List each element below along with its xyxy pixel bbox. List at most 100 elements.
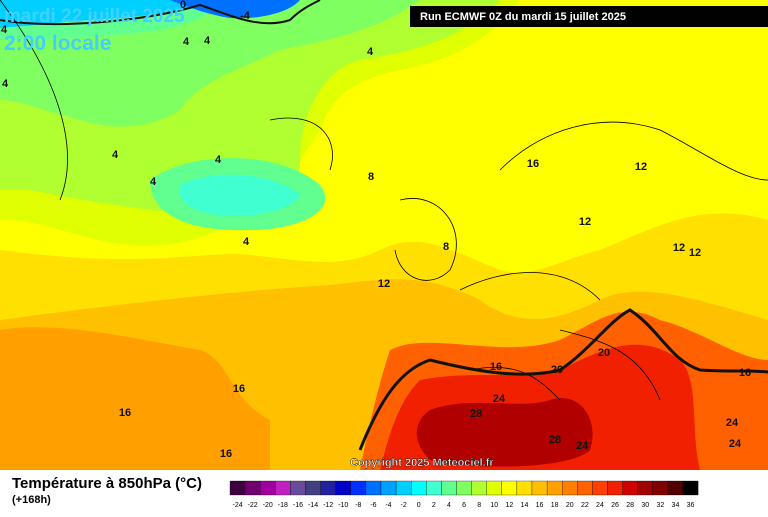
contour-label: 12 xyxy=(689,247,701,259)
colorbar-swatch xyxy=(652,480,669,496)
colorbar-tick-label: 24 xyxy=(596,502,604,509)
colorbar-swatch xyxy=(682,480,699,496)
colorbar-swatch xyxy=(577,480,593,496)
colorbar-swatch xyxy=(411,480,427,496)
map-time: 2:00 locale xyxy=(4,32,111,55)
contour-label: 24 xyxy=(493,393,506,405)
contour-label: 4 xyxy=(2,78,9,90)
colorbar-tick-label: -22 xyxy=(248,502,258,509)
colorbar-swatch xyxy=(335,480,351,496)
contour-label: 4 xyxy=(1,24,8,36)
contour-label: 4 xyxy=(367,46,374,58)
colorbar-swatch xyxy=(441,480,457,496)
colorbar-swatch xyxy=(380,480,397,496)
colorbar-swatch xyxy=(275,480,291,496)
contour-label: 8 xyxy=(368,171,374,183)
contour-label: 28 xyxy=(549,434,561,446)
colorbar-swatch xyxy=(622,480,638,496)
colorbar-tick-label: 32 xyxy=(656,502,664,509)
contour-label: 16 xyxy=(119,407,131,419)
colorbar-tick-label: -6 xyxy=(370,502,376,509)
contour-label: 4 xyxy=(243,236,250,248)
colorbar-tick-label: 26 xyxy=(611,502,619,509)
colorbar-swatch xyxy=(516,480,533,496)
contour-label: 12 xyxy=(579,216,591,228)
contour-label: 4 xyxy=(215,154,222,166)
run-info: Run ECMWF 0Z du mardi 15 juillet 2025 xyxy=(420,11,626,23)
contour-label: 16 xyxy=(527,158,539,170)
colorbar-swatch xyxy=(486,480,502,496)
colorbar-swatch xyxy=(637,480,653,496)
contour-label: 20 xyxy=(551,364,563,376)
colorbar-tick-label: -14 xyxy=(308,502,318,509)
colorbar-tick-label: 34 xyxy=(672,502,680,509)
contour-label: 16 xyxy=(233,383,245,395)
contour-label: 28 xyxy=(470,408,482,420)
contour-label: 20 xyxy=(598,347,610,359)
colorbar-tick-label: -18 xyxy=(278,502,288,509)
colorbar-tick-label: -16 xyxy=(293,502,303,509)
colorbar-swatch xyxy=(305,480,321,496)
colorbar-tick-label: 4 xyxy=(447,502,451,509)
colorbar-swatch xyxy=(229,480,246,496)
contour-label: 12 xyxy=(378,278,390,290)
contour-label: 4 xyxy=(150,176,157,188)
colorbar-swatch xyxy=(667,480,684,496)
contour-label: 8 xyxy=(443,241,449,253)
contour-label: -4 xyxy=(240,10,251,22)
legend-title: Température à 850hPa (°C) xyxy=(12,475,202,492)
colorbar-swatch xyxy=(244,480,261,496)
colorbar-tick-label: 8 xyxy=(477,502,481,509)
colorbar-swatch xyxy=(562,480,578,496)
colorbar-swatch xyxy=(426,480,442,496)
colorbar-tick-label: 6 xyxy=(462,502,466,509)
map-date: mardi 22 juillet 2025 xyxy=(4,6,185,27)
legend-lead: (+168h) xyxy=(12,494,51,506)
colorbar-tick-label: 2 xyxy=(432,502,436,509)
colorbar-tick-label: 20 xyxy=(566,502,574,509)
contour-label: 24 xyxy=(576,440,589,452)
colorbar-swatch xyxy=(290,480,306,496)
temperature-field xyxy=(0,0,768,470)
colorbar-swatch xyxy=(607,480,623,496)
colorbar-tick-label: 14 xyxy=(521,502,529,509)
colorbar-swatch xyxy=(592,480,608,496)
colorbar-tick-label: 18 xyxy=(551,502,559,509)
colorbar-tick-label: -20 xyxy=(263,502,273,509)
run-box xyxy=(410,6,768,27)
colorbar-tick-label: 16 xyxy=(536,502,544,509)
contour-label: 16 xyxy=(739,367,751,379)
contour-label: 12 xyxy=(635,161,647,173)
colorbar-swatch xyxy=(456,480,472,496)
colorbar-tick-label: 0 xyxy=(417,502,421,509)
contour-label: 24 xyxy=(729,438,742,450)
colorbar-tick-label: 36 xyxy=(687,502,695,509)
colorbar-tick-label: 10 xyxy=(490,502,498,509)
colorbar-swatch xyxy=(260,480,276,496)
colorbar-swatch xyxy=(350,480,367,496)
colorbar-tick-label: -2 xyxy=(401,502,407,509)
colorbar-tick-label: -12 xyxy=(323,502,333,509)
copyright: Copyright 2025 Meteociel.fr xyxy=(350,457,494,469)
contour-label: 4 xyxy=(112,149,119,161)
colorbar-swatch xyxy=(395,480,412,496)
colorbar-swatch xyxy=(320,480,336,496)
colorbar-tick-label: -10 xyxy=(338,502,348,509)
colorbar-tick-label: 30 xyxy=(641,502,649,509)
colorbar-tick-label: 12 xyxy=(505,502,513,509)
colorbar-swatch xyxy=(546,480,563,496)
colorbar-swatch xyxy=(365,480,382,496)
contour-labels: 0 -4 4 4 4 4 4 4 4 4 4 8 8 12 16 12 12 12 12 16 20 20 16 24 28 28… xyxy=(1,0,751,460)
colorbar-swatch xyxy=(471,480,487,496)
colorbar-tick-label: 22 xyxy=(581,502,589,509)
colorbar-tick-label: -24 xyxy=(232,502,242,509)
contour-label: 12 xyxy=(673,242,685,254)
contour-label: 0 xyxy=(180,0,186,11)
colorbar-swatch xyxy=(501,480,518,496)
contour-label: 16 xyxy=(490,361,502,373)
colorbar-swatch xyxy=(531,480,548,496)
contour-label: 24 xyxy=(726,417,739,429)
colorbar-tick-label: -4 xyxy=(385,502,391,509)
contour-label: 4 xyxy=(183,36,190,48)
